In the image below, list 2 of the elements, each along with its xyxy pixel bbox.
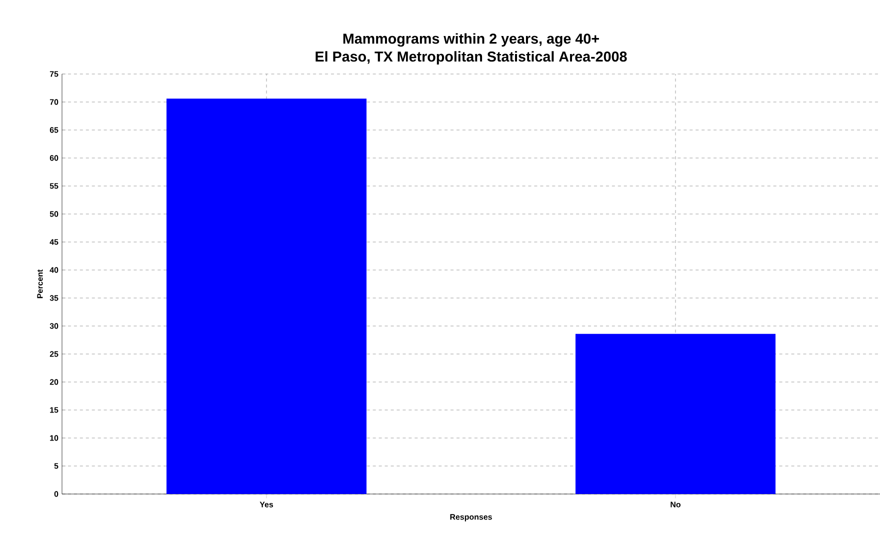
chart-title: Mammograms within 2 years, age 40+ [343, 33, 599, 47]
chart-subtitle: El Paso, TX Metropolitan Statistical Area-2008 [316, 51, 627, 65]
